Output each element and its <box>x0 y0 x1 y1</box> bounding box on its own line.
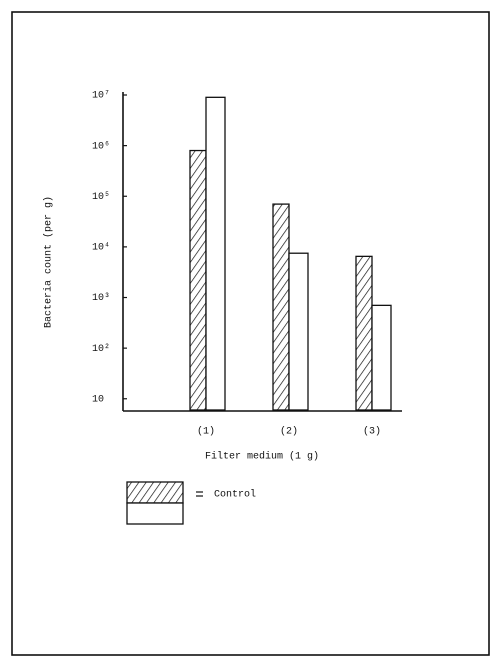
y-tick-label: 10⁵ <box>92 192 110 203</box>
bar <box>355 255 373 411</box>
y-tick-label: 10⁷ <box>92 91 110 102</box>
bar <box>205 96 226 411</box>
x-tick-label: (2) <box>280 426 298 438</box>
y-tick-label: 10² <box>92 344 110 355</box>
legend-swatch <box>126 502 184 525</box>
y-tick-label: 10⁴ <box>92 242 110 254</box>
y-tick-label: 10⁶ <box>92 141 110 152</box>
bar <box>272 203 290 411</box>
x-tick-label: (3) <box>363 426 381 438</box>
legend-label: Control <box>214 489 256 501</box>
y-tick-label: 10 <box>92 394 104 405</box>
x-tick-label: (1) <box>197 426 215 438</box>
x-axis-label: Filter medium (1 g) <box>205 451 319 463</box>
legend-swatch <box>126 481 184 504</box>
y-axis-label: Bacteria count (per g) <box>43 196 55 328</box>
bar <box>189 149 207 411</box>
bar <box>371 304 392 411</box>
bar <box>288 252 309 411</box>
frame <box>11 11 490 656</box>
y-tick-label: 10³ <box>92 293 110 304</box>
